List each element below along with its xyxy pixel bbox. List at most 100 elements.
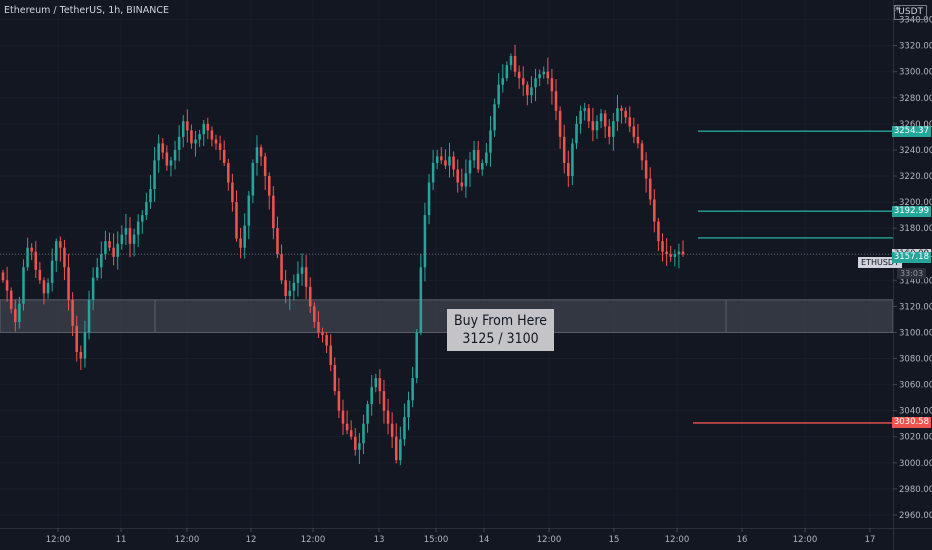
- candle-body: [214, 139, 218, 144]
- candle-body: [284, 280, 287, 296]
- candle-body: [501, 78, 505, 85]
- candle-body: [411, 378, 414, 401]
- candle-body: [132, 234, 136, 244]
- candle-body: [636, 136, 640, 144]
- y-tick-label: 3220.00: [899, 172, 932, 182]
- candle-body: [620, 108, 623, 111]
- symbol-label: ETHUSDT: [858, 257, 902, 268]
- y-tick-label: 3120.00: [899, 302, 932, 312]
- candle-body: [657, 221, 660, 242]
- candle-body: [22, 267, 25, 304]
- candle-body: [349, 430, 353, 437]
- candle-body: [1, 272, 5, 281]
- candle-body: [550, 78, 554, 92]
- candle-body: [54, 241, 58, 261]
- candle-body: [505, 65, 509, 79]
- candle-body: [91, 277, 95, 300]
- candle-body: [476, 149, 480, 170]
- candle-body: [194, 139, 197, 144]
- y-tick-label: 3040.00: [899, 407, 932, 417]
- x-tick-label: 12:00: [301, 535, 326, 545]
- candle-body: [509, 56, 513, 66]
- candle-body: [390, 423, 394, 437]
- candle-body: [554, 91, 558, 111]
- y-tick-label: 3280.00: [899, 94, 932, 104]
- candle-body: [534, 78, 537, 88]
- candle-body: [247, 195, 251, 226]
- candle-body: [112, 247, 115, 257]
- candle-body: [648, 178, 652, 200]
- candle-body: [337, 391, 341, 411]
- candle-body: [124, 228, 128, 235]
- candle-body: [259, 147, 263, 157]
- candle-body: [530, 87, 533, 96]
- bar-countdown: 33:03: [897, 268, 927, 279]
- price-levels: [0, 130, 893, 424]
- candle-body: [653, 199, 656, 222]
- candle-body: [460, 182, 464, 187]
- candle-body: [603, 113, 607, 127]
- candle-body: [624, 110, 627, 118]
- candle-body: [681, 251, 685, 255]
- candle-body: [14, 308, 17, 323]
- candle-body: [521, 78, 525, 85]
- y-tick-label: 3060.00: [899, 381, 932, 391]
- candle-body: [677, 251, 681, 255]
- candle-body: [141, 215, 144, 222]
- target-mid-label: 3192.99: [891, 205, 931, 217]
- candle-body: [468, 160, 472, 174]
- candle-body: [423, 215, 427, 268]
- candle-body: [612, 121, 615, 137]
- candle-body: [18, 303, 21, 323]
- candle-body: [165, 152, 169, 166]
- candle-body: [149, 189, 152, 203]
- candle-body: [222, 149, 226, 163]
- candle-body: [181, 121, 185, 137]
- candle-body: [325, 335, 328, 346]
- candle-body: [198, 134, 201, 140]
- buy-zone-annotation[interactable]: Buy From Here 3125 / 3100: [447, 309, 554, 351]
- grid-lines: [0, 0, 893, 528]
- x-tick-label: 16: [737, 535, 748, 545]
- candle-body: [235, 202, 238, 239]
- candle-body: [448, 156, 451, 166]
- y-tick-label: 3020.00: [899, 433, 932, 443]
- candle-body: [341, 410, 345, 424]
- candle-body: [71, 299, 74, 326]
- candle-body: [366, 404, 369, 424]
- candle-body: [628, 117, 632, 127]
- candle-body: [489, 130, 492, 153]
- candle-body: [313, 306, 316, 323]
- theme-icon[interactable]: ☀: [893, 4, 902, 15]
- candle-body: [300, 267, 304, 274]
- y-tick-label: 3300.00: [899, 68, 932, 78]
- candle-body: [173, 149, 177, 161]
- candle-body: [280, 254, 283, 281]
- x-tick-label: 12:00: [793, 535, 818, 545]
- candle-body: [481, 162, 484, 170]
- candle-body: [497, 84, 500, 105]
- candle-body: [382, 391, 386, 411]
- x-tick-label: 11: [116, 535, 127, 545]
- candle-body: [665, 251, 668, 255]
- candle-body: [34, 251, 38, 270]
- y-tick-label: 3240.00: [899, 146, 932, 156]
- candle-body: [595, 121, 599, 131]
- candle-body: [571, 143, 574, 176]
- candle-body: [558, 110, 562, 137]
- y-tick-label: 3260.00: [899, 120, 932, 130]
- candle-body: [263, 156, 267, 176]
- candle-body: [591, 121, 595, 131]
- candle-body: [358, 443, 361, 450]
- candle-body: [59, 241, 62, 248]
- candle-body: [108, 241, 111, 248]
- candle-body: [239, 238, 242, 248]
- x-tick-label: 12: [246, 535, 257, 545]
- currency-button[interactable]: USDT: [894, 5, 927, 20]
- candle-body: [116, 243, 119, 257]
- candle-body: [673, 254, 677, 257]
- candle-body: [542, 71, 545, 75]
- candle-body: [42, 280, 46, 294]
- candle-body: [79, 352, 83, 359]
